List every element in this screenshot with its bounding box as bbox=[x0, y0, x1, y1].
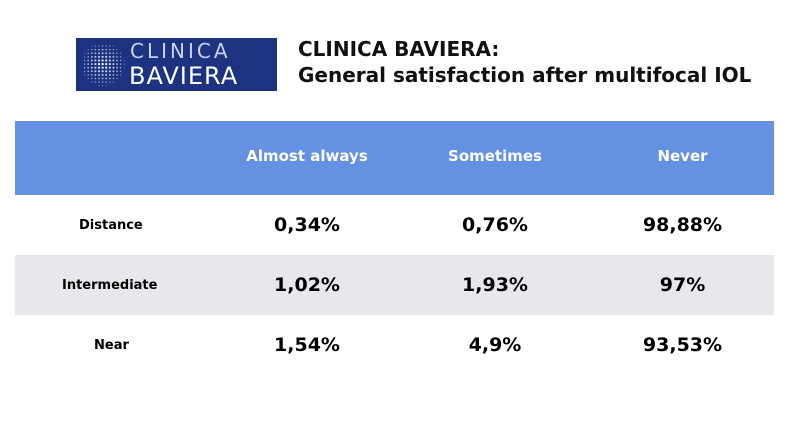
table-row: Intermediate 1,02% 1,93% 97% bbox=[15, 255, 774, 315]
cell-intermediate-almost-always: 1,02% bbox=[215, 255, 399, 315]
header-sometimes: Sometimes bbox=[399, 121, 591, 195]
cell-near-almost-always: 1,54% bbox=[215, 315, 399, 375]
table-row: Distance 0,34% 0,76% 98,88% bbox=[15, 195, 774, 255]
title-line-2: General satisfaction after multifocal IO… bbox=[298, 63, 752, 87]
clinica-baviera-logo: CLINICA BAVIERA bbox=[76, 38, 277, 91]
row-label-distance: Distance bbox=[79, 217, 143, 233]
cell-intermediate-sometimes: 1,93% bbox=[399, 255, 591, 315]
title-line-1: CLINICA BAVIERA: bbox=[298, 37, 500, 61]
cell-distance-sometimes: 0,76% bbox=[399, 195, 591, 255]
row-label-near: Near bbox=[94, 337, 129, 353]
cell-near-sometimes: 4,9% bbox=[399, 315, 591, 375]
row-label-intermediate: Intermediate bbox=[62, 277, 158, 293]
row-label-cell: Distance bbox=[15, 195, 215, 255]
logo-text-baviera: BAVIERA bbox=[129, 62, 239, 90]
page-title: CLINICA BAVIERA: General satisfaction af… bbox=[298, 36, 751, 88]
cell-near-never: 93,53% bbox=[591, 315, 774, 375]
header-never: Never bbox=[591, 121, 774, 195]
logo-text-clinica: CLINICA bbox=[130, 39, 231, 63]
header-empty-cell bbox=[15, 121, 215, 195]
header-almost-always: Almost always bbox=[215, 121, 399, 195]
row-label-cell: Near bbox=[15, 315, 215, 375]
cell-distance-almost-always: 0,34% bbox=[215, 195, 399, 255]
table-header-row: Almost always Sometimes Never bbox=[15, 121, 774, 195]
row-label-cell: Intermediate bbox=[15, 255, 215, 315]
globe-grid-icon bbox=[84, 45, 125, 87]
cell-distance-never: 98,88% bbox=[591, 195, 774, 255]
cell-intermediate-never: 97% bbox=[591, 255, 774, 315]
table-row: Near 1,54% 4,9% 93,53% bbox=[15, 315, 774, 375]
satisfaction-table: Almost always Sometimes Never Distance 0… bbox=[15, 121, 774, 375]
